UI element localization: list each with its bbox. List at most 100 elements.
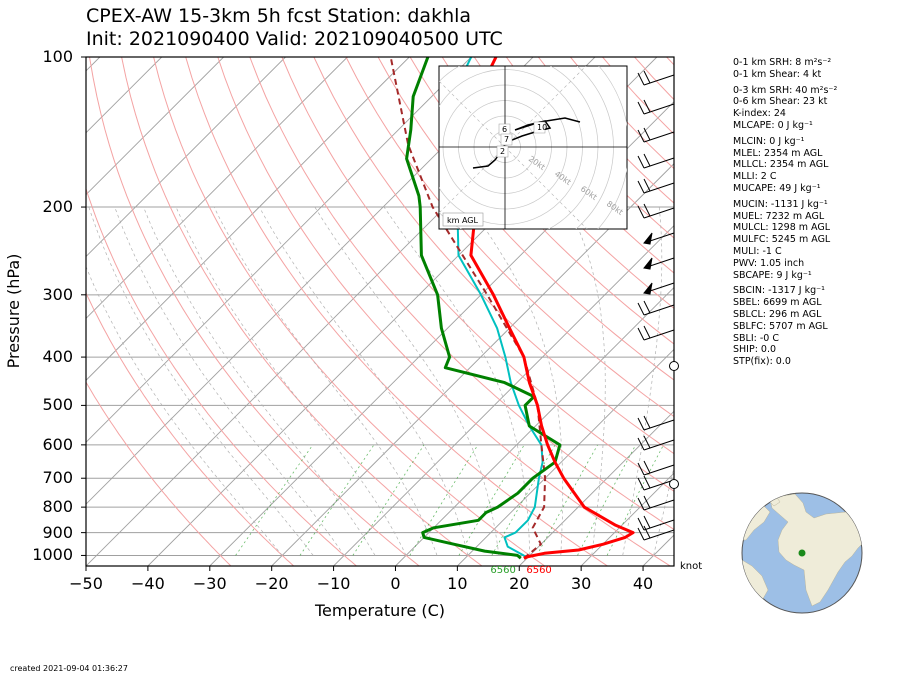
stat-line: MLCAPE: 0 J kg⁻¹ [733,119,813,131]
isotherm [395,286,674,566]
created-timestamp: created 2021-09-04 01:36:27 [10,664,128,673]
wind-barb [643,282,675,295]
y-tick-label: 800 [42,497,73,517]
surface-label: 6560 [490,565,515,576]
y-tick-label: 1000 [32,545,73,565]
wind-unit-label: knot [680,561,702,572]
station-globe [741,492,863,614]
x-tick-label: −10 [316,574,351,593]
wind-barb [637,415,675,431]
sounding-indices: 0-1 km SRH: 8 m²s⁻² 0-1 km Shear: 4 kt 0-3… [733,57,837,368]
y-tick-label: 200 [42,197,73,217]
stat-line: MULFC: 5245 m AGL [733,234,831,246]
y-tick-label: 700 [42,468,73,488]
stat-line: SBLFC: 5707 m AGL [733,320,828,332]
x-tick-label: 40 [632,574,654,593]
wind-barb [637,515,675,531]
stat-line: 0-3 km SRH: 40 m²s⁻² [733,84,838,96]
dry-adiabat [185,57,608,566]
dry-adiabat [86,381,232,566]
wind-barb [643,257,675,270]
stat-line: STP(fix): 0.0 [733,356,791,368]
hodo-height-label: 10 [537,123,547,132]
dry-adiabat [281,57,674,492]
axis-ticks [81,56,644,571]
wind-barb [637,153,675,169]
stat-line: SBCIN: -1317 J kg⁻¹ [733,285,825,297]
moist-adiabat [143,206,376,556]
isotherm [86,57,472,443]
stat-line: 0-1 km Shear: 4 kt [733,68,822,80]
dewpoint-profile [405,57,562,560]
wind-barb [637,460,675,476]
stat-line: MUCAPE: 49 J kg⁻¹ [733,182,821,194]
y-tick-label: 500 [42,395,73,415]
land-africa-europe [769,493,862,607]
mixing-ratio-line [299,444,375,556]
isotherm [271,163,674,566]
x-tick-label: 10 [447,574,468,593]
x-tick-label: 20 [509,574,530,593]
mixing-ratio-line [352,444,425,556]
stat-line: MLCIN: 0 J kg⁻¹ [733,135,805,147]
isotherm [86,57,348,320]
stat-line: SBCAPE: 9 J kg⁻¹ [733,269,812,281]
stat-line: MUCIN: -1131 J kg⁻¹ [733,198,828,210]
x-tick-label: 0 [390,574,401,593]
dry-adiabat [86,291,295,566]
stat-line: SBLI: -0 C [733,332,779,344]
hodo-height-label: 2 [500,147,505,156]
stat-line: MLEL: 2354 m AGL [733,147,823,159]
x-axis-label: Temperature (C) [314,601,445,620]
dry-adiabat [313,57,674,455]
wind-barb [637,475,675,491]
dry-adiabat [121,57,483,566]
wind-barb [637,127,675,143]
x-tick-label: −50 [69,574,103,593]
stat-line: SHIP: 0.0 [733,344,777,356]
mixing-ratio-line [458,444,525,556]
dry-adiabat [409,57,674,345]
isotherm [457,348,674,566]
dry-adiabat [217,57,671,566]
skewt-grid [86,57,674,566]
wind-barb [637,525,675,541]
wind-barb [637,435,675,451]
wind-barbs [637,60,679,560]
isotherm [580,472,674,566]
x-tick-label: −40 [131,574,165,593]
x-tick-label: −20 [254,574,289,593]
stat-line: MLLCL: 2354 m AGL [733,159,829,171]
moist-adiabat [568,206,606,556]
wind-barb [637,203,675,219]
stat-line: SBLCL: 296 m AGL [733,308,822,320]
stat-line: 0-1 km SRH: 8 m²s⁻² [733,57,832,68]
mixing-ratio-line [235,444,314,556]
chart-title-line2: Init: 2021090400 Valid: 202109040500 UTC [86,28,503,50]
moist-adiabat [114,206,345,556]
stat-line: MULCL: 1298 m AGL [733,222,831,234]
station-dot [798,549,806,557]
wind-barb [637,178,675,194]
wind-barb [637,300,675,316]
y-tick-label: 900 [42,522,73,542]
x-tick-label: 30 [570,574,592,593]
stat-line: PWV: 1.05 inch [733,257,805,269]
isotherm [86,57,163,134]
stat-line: SBEL: 6699 m AGL [733,297,822,309]
y-tick-label: 300 [42,284,73,304]
dry-adiabat [441,57,674,309]
y-tick-label: 400 [42,347,73,367]
y-tick-label: 100 [42,47,73,66]
calm-circle [669,361,679,371]
y-tick-label: 600 [42,434,73,454]
surface-label: 6560 [526,565,551,576]
mixing-ratio-line [409,444,479,556]
dry-adiabat [377,57,674,381]
moist-adiabat [314,206,500,556]
isotherm [86,57,410,381]
isotherm [518,410,674,566]
dry-adiabat [345,57,674,418]
